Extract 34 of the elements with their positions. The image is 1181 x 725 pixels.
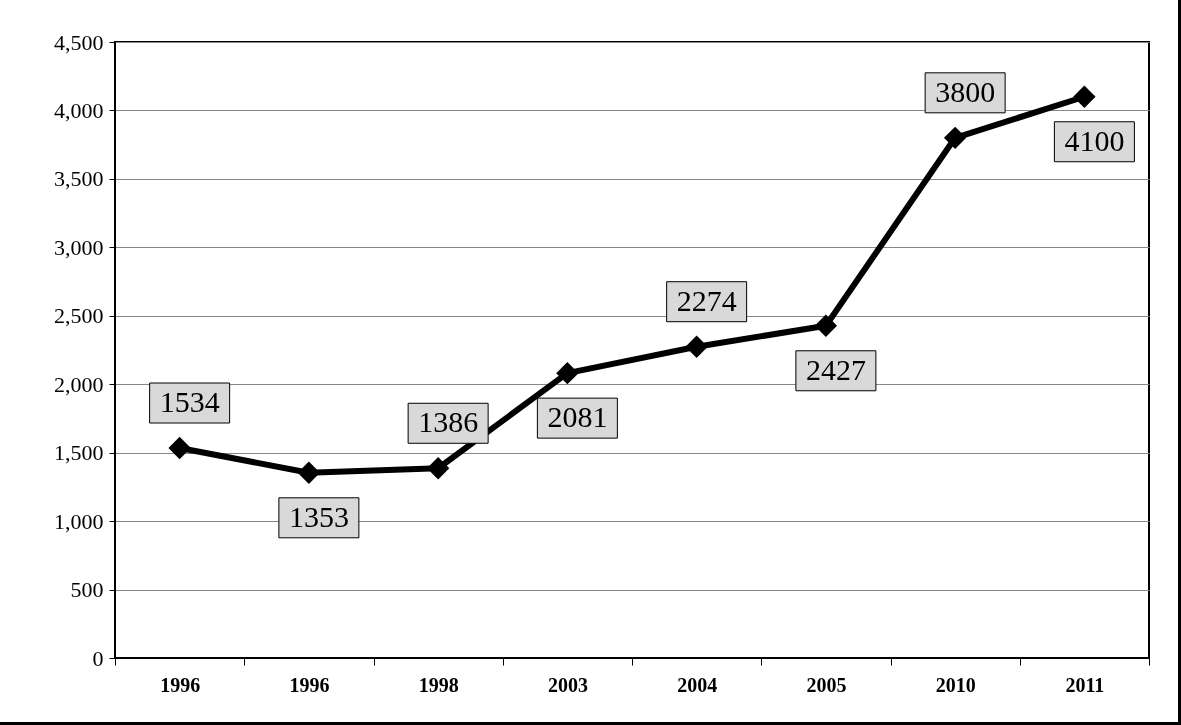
x-tick-label: 2003 xyxy=(547,673,588,696)
data-label: 1386 xyxy=(418,405,479,439)
data-label: 1534 xyxy=(159,385,220,419)
data-label: 2274 xyxy=(676,283,737,317)
y-tick-label: 500 xyxy=(70,577,104,603)
data-label: 2081 xyxy=(547,400,608,434)
point xyxy=(297,461,321,484)
point xyxy=(943,126,967,149)
y-tick-label: 4,000 xyxy=(54,97,104,123)
y-tick-label: 4,500 xyxy=(54,29,104,55)
x-tick-label: 2010 xyxy=(935,673,976,696)
y-tick-label: 3,000 xyxy=(54,234,104,260)
x-tick-label: 1996 xyxy=(289,673,330,696)
x-tick-label: 1996 xyxy=(160,673,201,696)
point xyxy=(1073,85,1096,108)
x-tick-label: 2004 xyxy=(677,673,718,696)
y-tick-label: 2,500 xyxy=(54,303,104,329)
point xyxy=(814,314,838,337)
y-tick-label: 1,500 xyxy=(54,440,104,466)
y-tick-label: 0 xyxy=(92,645,104,671)
data-label: 4100 xyxy=(1064,123,1125,157)
point xyxy=(168,436,191,460)
x-tick-label: 2005 xyxy=(806,673,847,696)
y-tick-label: 2,000 xyxy=(54,371,104,397)
data-label: 3800 xyxy=(935,74,996,108)
point xyxy=(426,457,450,480)
y-tick-label: 3,500 xyxy=(54,166,104,192)
x-tick-label: 1998 xyxy=(418,673,459,696)
data-label: 1353 xyxy=(288,499,349,533)
y-tick-label: 1,000 xyxy=(54,508,104,534)
data-label: 2427 xyxy=(805,352,866,386)
x-tick-label: 2011 xyxy=(1065,673,1105,696)
point xyxy=(685,335,708,358)
point xyxy=(556,361,579,385)
